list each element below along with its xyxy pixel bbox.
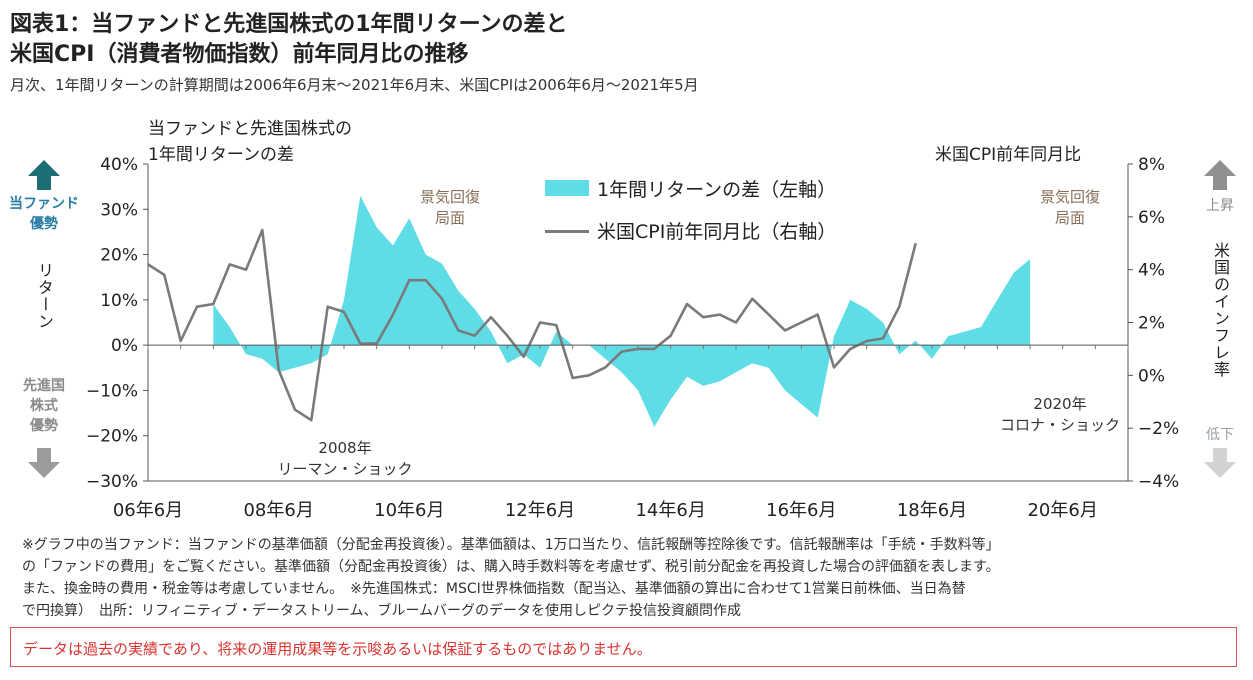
fund-advantage-label: 当ファンド 優勢 xyxy=(4,193,84,233)
annotation-recovery-2: 景気回復 局面 xyxy=(1025,186,1115,228)
note-line-2: の「ファンドの費用」をご覧ください。基準価額（分配金再投資後）は、購入時手数料等… xyxy=(22,559,1000,575)
note-line-1: ※グラフ中の当ファンド：当ファンドの基準価額（分配金再投資後）。基準価額は、1万… xyxy=(22,537,1000,553)
developed-advantage-line1: 先進国 xyxy=(23,378,65,394)
down-arrow-icon xyxy=(28,448,60,478)
developed-advantage-line2: 株式 xyxy=(30,398,58,414)
right-tick-label: 6% xyxy=(1138,208,1165,228)
chart-title-line1: 図表1：当ファンドと先進国株式の1年間リターンの差と xyxy=(10,12,568,37)
chart-axes xyxy=(143,163,1133,482)
x-tick-label: 10年6月 xyxy=(374,500,444,521)
annotation-lehman: 2008年 リーマン・ショック xyxy=(270,437,420,479)
annotation-corona-line2: コロナ・ショック xyxy=(999,416,1120,434)
x-tick-label: 06年6月 xyxy=(113,500,183,521)
cpi-line-series xyxy=(147,228,917,422)
left-tick-label: 40% xyxy=(100,155,138,175)
right-tick-label: −4% xyxy=(1138,472,1179,492)
fund-advantage-line1: 当ファンド xyxy=(9,196,79,212)
left-axis-title-line1: 当ファンドと先進国株式の xyxy=(148,119,352,139)
left-tick-label: 10% xyxy=(100,291,138,311)
annotation-recovery-2-line1: 景気回復 xyxy=(1039,188,1100,206)
return-diff-area-series xyxy=(213,195,1031,427)
chart-title-line2: 米国CPI（消費者物価指数）前年同月比の推移 xyxy=(10,42,469,67)
cpi-line xyxy=(147,228,917,422)
legend-area-label: 1年間リターンの差（左軸） xyxy=(597,179,837,201)
note-line-4: で円換算） 出所：リフィニティブ・データストリーム、ブルームバーグのデータを使用… xyxy=(22,603,742,619)
annotation-recovery-2-line2: 局面 xyxy=(1054,209,1085,227)
right-tick-label: 8% xyxy=(1138,155,1165,175)
left-tick-label: −10% xyxy=(86,381,138,401)
us-inflation-vertical-label: 米国のインフレ率 xyxy=(1211,242,1230,378)
x-tick-label: 12年6月 xyxy=(505,500,575,521)
right-tick-label: −2% xyxy=(1138,419,1179,439)
annotation-corona-line1: 2020年 xyxy=(1033,395,1087,413)
x-tick-label: 20年6月 xyxy=(1027,500,1097,521)
rise-label: 上昇 xyxy=(1206,198,1234,214)
left-tick-label: 30% xyxy=(100,200,138,220)
fall-label: 低下 xyxy=(1206,427,1234,443)
right-axis-title: 米国CPI前年同月比 xyxy=(935,145,1082,165)
right-tick-label: 4% xyxy=(1138,261,1165,281)
x-tick-label: 08年6月 xyxy=(243,500,313,521)
left-tick-label: −20% xyxy=(86,427,138,447)
chart-tick-labels: −30% −20% −10% 0% 10% 20% 30% 40% −4% −2% 0% 2% 4% 6%… xyxy=(86,155,1179,521)
annotation-recovery-1-line2: 局面 xyxy=(434,209,465,227)
developed-advantage-line3: 優勢 xyxy=(30,418,58,434)
return-vertical-label: リターン xyxy=(35,262,54,330)
rise-arrow-icon xyxy=(1204,160,1236,190)
fund-advantage-line2: 優勢 xyxy=(30,216,58,232)
chart-subtitle: 月次、1年間リターンの計算期間は2006年6月末～2021年6月末、米国CPIは… xyxy=(10,76,699,94)
left-tick-label: 20% xyxy=(100,246,138,266)
annotation-recovery-1-line1: 景気回復 xyxy=(419,188,480,206)
annotation-lehman-line2: リーマン・ショック xyxy=(277,460,413,478)
x-tick-label: 18年6月 xyxy=(897,500,967,521)
right-tick-label: 2% xyxy=(1138,314,1165,334)
left-axis-title-line2: 1年間リターンの差 xyxy=(148,145,294,165)
legend-line-label: 米国CPI前年同月比（右軸） xyxy=(597,221,837,243)
disclaimer-box: データは過去の実績であり、将来の運用成果等を示唆あるいは保証するものではありませ… xyxy=(10,627,1237,667)
annotation-recovery-1: 景気回復 局面 xyxy=(405,186,495,228)
legend-line-swatch xyxy=(545,230,589,233)
developed-stock-advantage-label: 先進国 株式 優勢 xyxy=(4,376,84,436)
legend-area-swatch xyxy=(545,180,589,196)
left-tick-label: 0% xyxy=(111,336,138,356)
right-tick-label: 0% xyxy=(1138,366,1165,386)
fall-arrow-icon xyxy=(1204,448,1236,478)
x-tick-label: 16年6月 xyxy=(766,500,836,521)
disclaimer-text: データは過去の実績であり、将来の運用成果等を示唆あるいは保証するものではありませ… xyxy=(23,640,652,658)
left-tick-label: −30% xyxy=(86,472,138,492)
up-arrow-icon xyxy=(28,160,60,190)
return-diff-area xyxy=(213,195,1031,427)
annotation-lehman-line1: 2008年 xyxy=(318,439,372,457)
note-line-3: また、換金時の費用・税金等は考慮していません。 ※先進国株式：MSCI世界株価指… xyxy=(22,581,966,597)
chart-canvas: −30% −20% −10% 0% 10% 20% 30% 40% −4% −2% 0% 2% 4% 6%… xyxy=(86,155,1179,521)
x-tick-label: 14年6月 xyxy=(635,500,705,521)
annotation-corona: 2020年 コロナ・ショック xyxy=(995,393,1125,435)
